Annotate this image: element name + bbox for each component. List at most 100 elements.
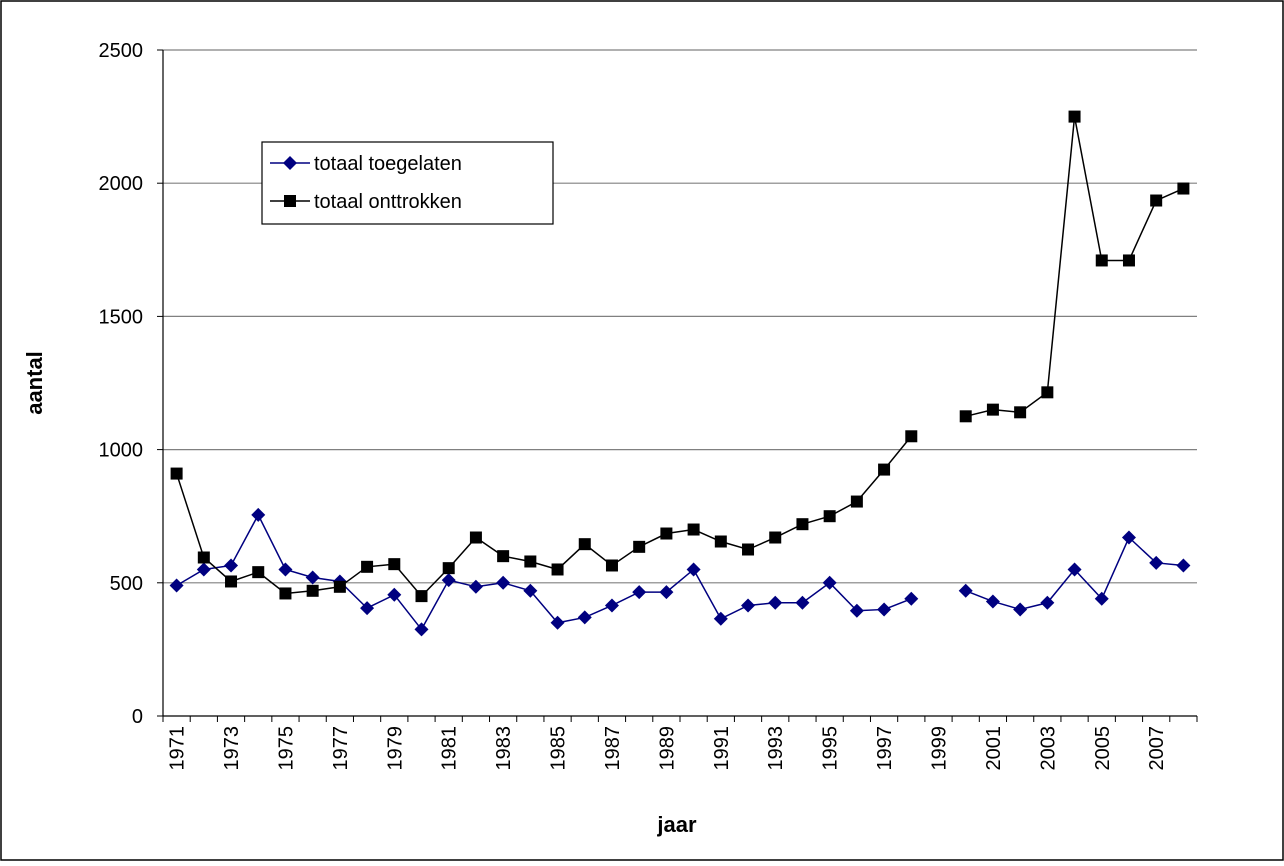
legend-marker bbox=[284, 195, 296, 207]
series-line bbox=[175, 435, 912, 598]
data-point bbox=[468, 579, 483, 594]
data-point bbox=[605, 559, 618, 572]
data-point bbox=[551, 563, 564, 576]
legend-marker bbox=[283, 156, 297, 170]
data-point bbox=[333, 580, 346, 593]
data-point bbox=[1013, 602, 1028, 617]
x-tick-label: 1971 bbox=[167, 726, 189, 771]
x-tick-label: 1987 bbox=[602, 726, 624, 771]
data-point bbox=[741, 598, 756, 613]
data-point bbox=[360, 601, 375, 616]
data-point bbox=[388, 558, 401, 571]
data-point bbox=[796, 518, 809, 531]
data-point bbox=[550, 615, 565, 630]
data-point bbox=[1068, 110, 1081, 123]
data-point bbox=[278, 562, 293, 577]
data-point bbox=[441, 573, 456, 588]
data-point bbox=[170, 467, 183, 480]
x-tick-label: 1999 bbox=[929, 726, 951, 771]
y-tick-label: 2500 bbox=[99, 40, 144, 62]
data-point bbox=[986, 403, 999, 416]
data-point bbox=[387, 587, 402, 602]
data-point bbox=[577, 610, 592, 625]
data-point bbox=[523, 583, 538, 598]
data-point bbox=[659, 585, 674, 600]
y-tick-label: 500 bbox=[110, 573, 143, 595]
y-tick-label: 1000 bbox=[99, 440, 144, 462]
y-axis-title: aantal bbox=[22, 351, 47, 415]
x-tick-label: 1979 bbox=[384, 726, 406, 771]
x-tick-label: 2007 bbox=[1146, 726, 1168, 771]
data-point bbox=[959, 410, 972, 423]
data-point bbox=[904, 591, 919, 606]
data-point bbox=[251, 507, 266, 522]
data-point bbox=[197, 551, 210, 564]
legend-label: totaal toegelaten bbox=[314, 153, 462, 175]
y-tick-label: 2000 bbox=[99, 173, 144, 195]
data-point bbox=[1122, 254, 1135, 267]
data-point bbox=[714, 535, 727, 548]
data-point bbox=[224, 558, 239, 573]
data-point bbox=[822, 575, 837, 590]
data-point bbox=[252, 566, 265, 579]
x-tick-label: 1981 bbox=[439, 726, 461, 771]
data-point bbox=[414, 622, 429, 637]
data-point bbox=[769, 531, 782, 544]
data-point bbox=[1040, 595, 1055, 610]
x-tick-label: 1991 bbox=[711, 726, 733, 771]
data-point bbox=[225, 575, 238, 588]
data-point bbox=[850, 495, 863, 508]
x-axis-title: jaar bbox=[656, 812, 697, 837]
x-tick-label: 1993 bbox=[765, 726, 787, 771]
data-point bbox=[279, 587, 292, 600]
x-tick-label: 2005 bbox=[1092, 726, 1114, 771]
data-point bbox=[632, 585, 647, 600]
data-point bbox=[713, 611, 728, 626]
data-point bbox=[1150, 194, 1163, 207]
data-point bbox=[361, 560, 374, 573]
data-point bbox=[878, 463, 891, 476]
data-point bbox=[686, 562, 701, 577]
x-tick-label: 2003 bbox=[1037, 726, 1059, 771]
x-tick-label: 1995 bbox=[820, 726, 842, 771]
x-tick-label: 1989 bbox=[656, 726, 678, 771]
x-tick-label: 1985 bbox=[548, 726, 570, 771]
data-point bbox=[687, 523, 700, 536]
data-point bbox=[1177, 182, 1190, 195]
x-tick-label: 2001 bbox=[983, 726, 1005, 771]
data-point bbox=[305, 570, 320, 585]
data-point bbox=[442, 562, 455, 575]
data-point bbox=[578, 538, 591, 551]
data-point bbox=[823, 510, 836, 523]
legend-box bbox=[261, 141, 554, 225]
data-point bbox=[958, 583, 973, 598]
data-point bbox=[877, 602, 892, 617]
x-tick-label: 1973 bbox=[221, 726, 243, 771]
data-point bbox=[742, 543, 755, 556]
x-tick-label: 1975 bbox=[275, 726, 297, 771]
data-point bbox=[1041, 386, 1054, 399]
data-point bbox=[905, 430, 918, 443]
y-tick-label: 0 bbox=[132, 706, 143, 728]
legend-label: totaal onttrokken bbox=[314, 191, 462, 213]
data-point bbox=[1095, 254, 1108, 267]
data-point bbox=[196, 562, 211, 577]
data-point bbox=[795, 595, 810, 610]
x-tick-label: 1977 bbox=[330, 726, 352, 771]
data-point bbox=[985, 594, 1000, 609]
data-point bbox=[524, 555, 537, 568]
data-point bbox=[1149, 555, 1164, 570]
data-point bbox=[1176, 558, 1191, 573]
y-tick-label: 1500 bbox=[99, 306, 144, 328]
data-point bbox=[768, 595, 783, 610]
data-point bbox=[660, 527, 673, 540]
data-point bbox=[633, 540, 646, 553]
x-tick-label: 1983 bbox=[493, 726, 515, 771]
data-point bbox=[469, 531, 482, 544]
data-point bbox=[415, 590, 428, 603]
data-point bbox=[496, 575, 511, 590]
data-point bbox=[1014, 406, 1027, 419]
series-line bbox=[176, 513, 912, 631]
